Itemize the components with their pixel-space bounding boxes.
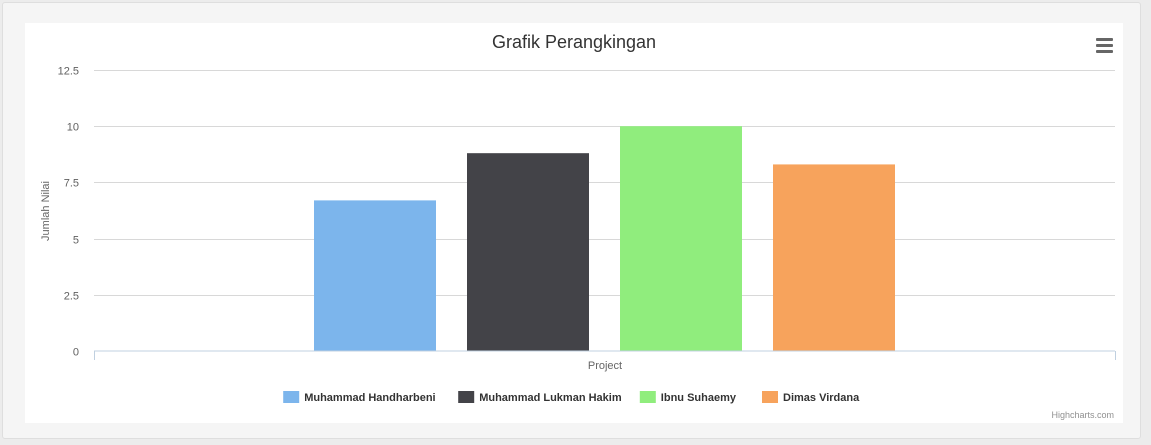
legend-symbol bbox=[639, 391, 656, 403]
legend-label: Muhammad Handharbeni bbox=[304, 392, 435, 404]
bar-muhammad-handharbeni[interactable] bbox=[314, 200, 436, 351]
y-tick-label: 10 bbox=[67, 122, 79, 134]
y-tick-label: 2.5 bbox=[64, 291, 79, 303]
legend-item-ibnu-suhaemy[interactable]: Ibnu Suhaemy bbox=[639, 391, 737, 404]
y-tick-label: 12.5 bbox=[58, 66, 79, 78]
chart-container: Grafik Perangkingan Jumlah Nilai 0 2.5 5 7.… bbox=[25, 23, 1123, 423]
y-tick-label: 7.5 bbox=[64, 178, 79, 190]
chart-panel: Grafik Perangkingan Jumlah Nilai 0 2.5 5 7.… bbox=[2, 2, 1141, 439]
x-category-label: Project bbox=[588, 360, 622, 372]
legend-item-muhammad-lukman-hakim[interactable]: Muhammad Lukman Hakim bbox=[458, 391, 622, 404]
legend-label: Ibnu Suhaemy bbox=[661, 392, 737, 404]
bar-dimas-virdana[interactable] bbox=[773, 164, 895, 351]
bar-muhammad-lukman-hakim[interactable] bbox=[467, 153, 589, 351]
y-tick-label: 5 bbox=[73, 235, 79, 247]
legend-symbol bbox=[458, 391, 475, 403]
y-axis-label: Jumlah Nilai bbox=[40, 181, 52, 241]
credits-link[interactable]: Highcharts.com bbox=[1051, 410, 1114, 420]
legend-symbol bbox=[283, 391, 300, 403]
bar-ibnu-suhaemy[interactable] bbox=[620, 126, 742, 351]
legend-label: Muhammad Lukman Hakim bbox=[479, 392, 622, 404]
chart-svg: Grafik Perangkingan Jumlah Nilai 0 2.5 5 7.… bbox=[40, 32, 1116, 404]
legend-item-muhammad-handharbeni[interactable]: Muhammad Handharbeni bbox=[283, 391, 436, 404]
legend-symbol bbox=[762, 391, 778, 403]
hamburger-menu-icon[interactable] bbox=[1093, 36, 1117, 56]
y-tick-label: 0 bbox=[73, 347, 79, 359]
chart-title: Grafik Perangkingan bbox=[492, 32, 656, 52]
legend: Muhammad Handharbeni Muhammad Lukman Haki… bbox=[283, 391, 860, 404]
legend-item-dimas-virdana[interactable]: Dimas Virdana bbox=[762, 391, 860, 404]
legend-label: Dimas Virdana bbox=[783, 392, 860, 404]
